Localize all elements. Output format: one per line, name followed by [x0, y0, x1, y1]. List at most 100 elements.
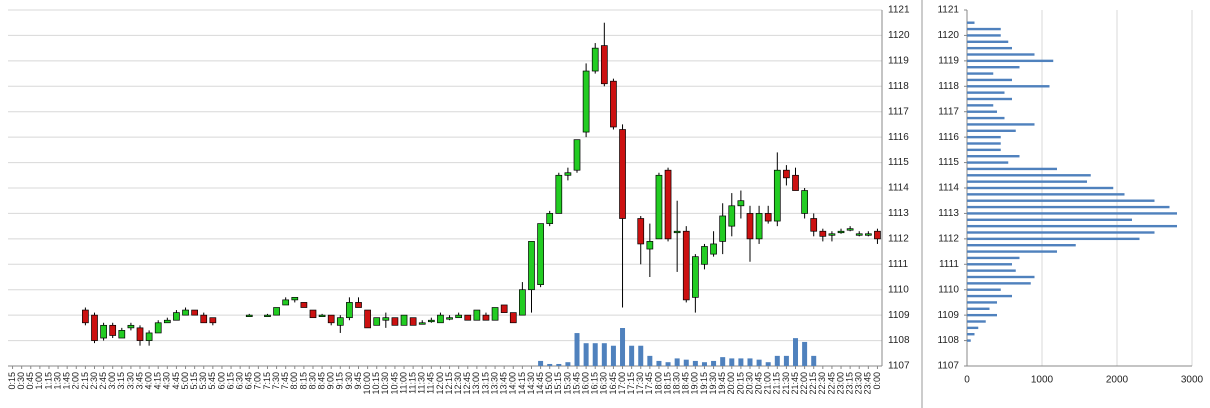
- x-tick-label: 17:45: [644, 372, 654, 395]
- candle-body: [446, 317, 453, 320]
- x-tick-label: 22:00: [799, 372, 809, 395]
- candle-body: [610, 80, 617, 128]
- x-tick-label: 5:00: [180, 372, 190, 390]
- x-tick-label: 21:30: [781, 372, 791, 395]
- candle-body: [291, 296, 299, 301]
- candle-body: [710, 243, 717, 255]
- x-tick-label: 0:00: [872, 372, 882, 390]
- profile-bar: [967, 199, 1155, 202]
- candle-body: [163, 319, 171, 324]
- x-tick-label: 12:15: [444, 372, 454, 395]
- x-tick-label: 7:45: [280, 372, 290, 390]
- profile-bar: [967, 34, 1001, 37]
- volume-bar: [574, 333, 580, 366]
- profile-bar: [967, 46, 1012, 50]
- candle-body: [646, 241, 654, 250]
- y-tick-label: 1119: [938, 55, 959, 66]
- volume-bar: [647, 355, 653, 366]
- x-tick-label: 3:30: [125, 372, 135, 390]
- x-tick-label: 2000: [1106, 375, 1129, 386]
- x-tick-label: 1:45: [62, 372, 72, 390]
- x-tick-label: 8:30: [307, 372, 317, 390]
- candle-body: [318, 314, 326, 317]
- volume-bar: [692, 360, 698, 366]
- volume-bar: [656, 360, 662, 366]
- candle-body: [427, 319, 435, 323]
- profile-bar: [967, 186, 1114, 190]
- profile-bar: [967, 263, 1012, 266]
- y-tick-label: 1121: [888, 5, 910, 16]
- x-tick-label: 0:45: [25, 372, 35, 390]
- y-tick-label: 1111: [888, 259, 908, 270]
- candle-body: [810, 218, 818, 232]
- x-tick-label: 21:45: [790, 372, 800, 395]
- candle-body: [874, 230, 881, 240]
- profile-bar: [967, 180, 1087, 183]
- profile-bar: [967, 231, 1155, 234]
- candle-body: [600, 45, 608, 85]
- profile-bar: [967, 40, 1009, 43]
- candle-body: [382, 317, 390, 321]
- profile-bar: [967, 161, 1009, 164]
- x-tick-label: 13:45: [499, 372, 509, 395]
- profile-bar: [967, 72, 994, 75]
- profile-bar: [967, 116, 1005, 120]
- volume-bar: [765, 362, 771, 366]
- candle-body: [491, 307, 499, 321]
- candle-body: [792, 174, 799, 191]
- x-tick-label: 2:00: [71, 372, 81, 390]
- x-tick-label: 2:15: [80, 372, 90, 390]
- candle-body: [200, 314, 208, 324]
- candle-body: [564, 172, 572, 176]
- candle-body: [118, 330, 126, 339]
- x-tick-label: 18:30: [672, 372, 682, 395]
- profile-bar: [967, 148, 1001, 152]
- x-tick-label: 1000: [1031, 375, 1054, 386]
- profile-bar: [967, 59, 1054, 63]
- profile-bar: [967, 218, 1132, 221]
- volume-bar: [711, 360, 717, 366]
- volume-bar: [802, 341, 808, 366]
- candle-body: [391, 317, 399, 326]
- profile-bar: [967, 78, 1012, 82]
- profile-bar: [967, 301, 997, 304]
- x-tick-label: 15:15: [553, 372, 563, 395]
- x-tick-label: 17:30: [635, 372, 645, 395]
- x-tick-label: 0:30: [16, 372, 26, 390]
- volume-bar: [774, 355, 780, 366]
- x-tick-label: 2:30: [89, 372, 99, 390]
- x-tick-label: 10:30: [380, 372, 390, 395]
- x-tick-label: 12:00: [435, 372, 445, 395]
- x-tick-label: 14:15: [517, 372, 527, 395]
- x-tick-label: 8:00: [289, 372, 299, 390]
- x-tick-label: 15:30: [562, 372, 572, 395]
- candle-body: [855, 233, 863, 236]
- profile-bar: [967, 237, 1140, 241]
- candle-body: [801, 190, 808, 214]
- candle-body: [783, 169, 790, 179]
- x-tick-label: 18:00: [653, 372, 663, 395]
- candle-body: [209, 317, 217, 324]
- x-tick-label: 11:00: [398, 372, 408, 394]
- profile-bar: [967, 91, 1005, 94]
- candle-body: [191, 309, 198, 316]
- y-tick-label: 1111: [939, 259, 959, 270]
- y-tick-label: 1116: [938, 132, 959, 143]
- y-tick-label: 1107: [937, 361, 959, 372]
- candle-body: [537, 223, 544, 285]
- volume-bar: [538, 360, 544, 366]
- profile-bar: [967, 275, 1035, 279]
- x-tick-label: 3000: [1181, 375, 1204, 386]
- candle-body: [573, 139, 581, 171]
- x-tick-label: 20:15: [735, 372, 745, 395]
- x-tick-label: 19:15: [699, 372, 709, 395]
- volume-bar: [556, 363, 562, 366]
- x-tick-label: 16:45: [608, 372, 618, 395]
- x-tick-label: 23:30: [854, 372, 864, 395]
- profile-bar: [967, 294, 1012, 298]
- candle-body: [473, 309, 481, 321]
- candle-body: [673, 230, 681, 234]
- candle-body: [846, 228, 854, 231]
- x-tick-label: 17:00: [617, 372, 627, 395]
- candle-body: [309, 309, 317, 319]
